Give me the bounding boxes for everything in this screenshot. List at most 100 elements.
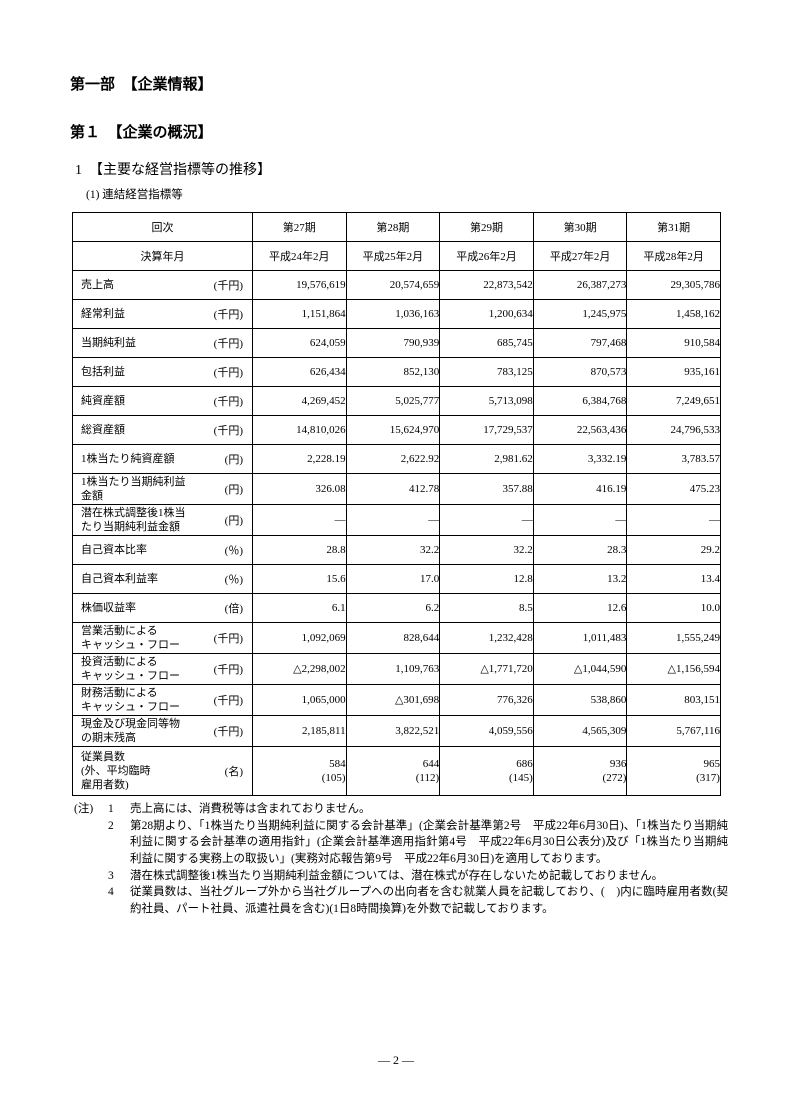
indicator-label: 潜在株式調整後1株当 たり当期純利益金額 [81,506,186,533]
indicator-unit: (千円) [213,633,243,645]
indicator-value-cell: 685,745 [439,328,534,358]
indicator-value-cell: △301,698 [345,684,441,716]
indicator-value-cell: 1,245,975 [532,299,628,329]
indicator-value-cell: 870,573 [532,357,628,387]
table-header-row: 決算年月 平成24年2月 平成25年2月 平成26年2月 平成27年2月 平成28年2月 [72,241,721,271]
indicator-label-cell: 自己資本利益率 (％) [72,564,253,594]
indicator-value-cell: 776,326 [439,684,534,716]
indicator-label-wrap: 営業活動による キャッシュ・フロー (千円) [74,624,252,653]
indicator-value-cell: ― [439,504,534,536]
indicator-value-cell: 22,563,436 [532,415,628,445]
indicator-value-cell: 1,151,864 [252,299,347,329]
indicator-value-cell: 4,269,452 [252,386,347,416]
indicator-unit: (千円) [213,309,243,321]
indicator-unit: (千円) [213,280,243,292]
section-heading: 1 【主要な経営指標等の推移】 [75,163,271,178]
indicator-unit: (円) [224,515,243,527]
indicator-value-cell: 2,185,811 [252,715,347,747]
note-prefix [74,868,108,885]
note-item: 2 第28期より、「1株当たり当期純利益に関する会計基準」(企業会計基準第2号 平… [74,818,728,868]
note-text: 従業員数は、当社グループ外から当社グループへの出向者を含む就業人員を記載しており… [130,886,728,916]
indicator-label-wrap: 当期純利益 (千円) [74,335,252,351]
indicator-value-cell: 4,565,309 [532,715,628,747]
indicator-label: 自己資本利益率 [81,572,158,585]
indicator-label: 従業員数 (外、平均臨時 雇用者数) [81,750,151,792]
indicator-label: 総資産額 [81,423,125,436]
table-row: 財務活動による キャッシュ・フロー (千円) 1,065,000 △301,698 77… [72,684,721,716]
note-prefix [74,818,108,868]
indicator-value-cell: 6,384,768 [532,386,628,416]
indicator-value-cell: 2,622.92 [345,444,441,474]
indicator-value-cell: 1,036,163 [345,299,441,329]
indicator-value-cell: 475.23 [626,473,721,505]
indicator-value-cell: 12.6 [532,593,628,623]
indicator-value-cell: 326.08 [252,473,347,505]
period-header-cell: 第31期 [626,212,721,242]
indicator-label-wrap: 1株当たり純資産額 (円) [74,451,252,467]
indicator-value-cell: △2,298,002 [252,653,347,685]
note-number: 4 [108,886,114,899]
period-date-cell: 平成28年2月 [626,241,721,271]
period-header-cell: 第29期 [439,212,534,242]
header-label-kaiji: 回次 [72,212,253,242]
indicator-value-cell: 803,151 [626,684,721,716]
table-body: 売上高 (千円) 19,576,619 20,574,659 22,873,542 26,… [72,270,721,796]
indicator-label-wrap: 総資産額 (千円) [74,422,252,438]
indicator-label-cell: 総資産額 (千円) [72,415,253,445]
period-header-cell: 第30期 [532,212,628,242]
indicator-label: 投資活動による キャッシュ・フロー [81,655,180,682]
part-heading: 第一部 【企業情報】 [70,76,213,93]
indicator-unit: (千円) [213,726,243,738]
table-row: 1株当たり当期純利益 金額 (円) 326.08 412.78 357.88 416.19… [72,473,721,505]
indicator-label-wrap: 自己資本利益率 (％) [74,571,252,587]
indicator-label: 1株当たり当期純利益 金額 [81,475,186,502]
indicator-value-cell: ― [252,504,347,536]
indicator-label-wrap: 財務活動による キャッシュ・フロー (千円) [74,686,252,715]
indicator-value-cell: △1,771,720 [439,653,534,685]
indicator-value-cell: 14,810,026 [252,415,347,445]
period-header-cell: 第27期 [252,212,347,242]
indicator-label-cell: 当期純利益 (千円) [72,328,253,358]
indicator-label: 経常利益 [81,307,125,320]
note-item: 3 潜在株式調整後1株当たり当期純利益金額については、潜在株式が存在しないため記載… [74,868,728,885]
indicator-label-wrap: 純資産額 (千円) [74,393,252,409]
table-row: 自己資本比率 (％) 28.8 32.2 32.2 28.3 29.2 [72,535,721,565]
indicator-value-cell: 6.2 [345,593,441,623]
indicator-value-cell: 5,713,098 [439,386,534,416]
indicator-unit: (名) [224,765,243,778]
indicator-value-cell: 7,249,651 [626,386,721,416]
indicator-value-cell: 1,065,000 [252,684,347,716]
indicator-label-wrap: 投資活動による キャッシュ・フロー (千円) [74,655,252,684]
indicator-value-cell: 1,011,483 [532,622,628,654]
indicator-label: 現金及び現金同等物 の期末残高 [81,717,180,744]
note-item: (注) 1 売上高には、消費税等は含まれておりません。 [74,801,728,818]
indicator-value-cell: 965 (317) [626,746,721,796]
indicator-value-cell: 5,767,116 [626,715,721,747]
indicator-value-cell: 790,939 [345,328,441,358]
indicator-label: 当期純利益 [81,336,136,349]
indicator-value-cell: 1,200,634 [439,299,534,329]
indicator-label-cell: 売上高 (千円) [72,270,253,300]
table-row: 包括利益 (千円) 626,434 852,130 783,125 870,573 935,… [72,357,721,387]
indicator-label-wrap: 包括利益 (千円) [74,364,252,380]
indicator-value-cell: 910,584 [626,328,721,358]
indicator-unit: (千円) [213,425,243,437]
indicator-value-cell: 13.4 [626,564,721,594]
period-date-cell: 平成27年2月 [532,241,628,271]
indicator-label: 純資産額 [81,394,125,407]
indicator-label-wrap: 経常利益 (千円) [74,306,252,322]
indicator-value-cell: △1,044,590 [532,653,628,685]
table-row: 潜在株式調整後1株当 たり当期純利益金額 (円) ― ― ― ― ― [72,504,721,536]
indicator-label: 1株当たり純資産額 [81,452,175,465]
table-row: 総資産額 (千円) 14,810,026 15,624,970 17,729,537 22… [72,415,721,445]
period-date-cell: 平成24年2月 [252,241,347,271]
table-row: 従業員数 (外、平均臨時 雇用者数) (名) 584 (105) 644 (112) 6… [72,746,721,796]
table-row: 経常利益 (千円) 1,151,864 1,036,163 1,200,634 1,245… [72,299,721,329]
note-text: 売上高には、消費税等は含まれておりません。 [130,803,371,815]
indicator-value-cell: 3,822,521 [345,715,441,747]
note-number: 1 [108,803,114,815]
period-header-cell: 第28期 [345,212,441,242]
indicator-value-cell: 32.2 [345,535,441,565]
indicator-value-cell: 2,981.62 [439,444,534,474]
indicator-value-cell: 412.78 [345,473,441,505]
